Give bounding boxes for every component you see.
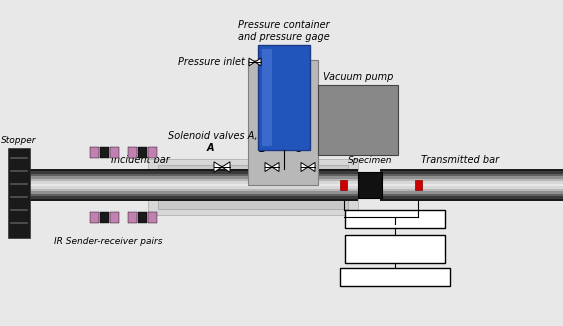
Polygon shape (301, 162, 308, 171)
Bar (380, 179, 563, 181)
Bar (380, 194, 563, 196)
Bar (415, 180, 422, 190)
Bar (90, 147, 99, 158)
Bar (8, 148, 30, 238)
Bar (30, 181, 358, 184)
Polygon shape (308, 162, 315, 171)
Text: Bridges and
amplifiers: Bridges and amplifiers (368, 239, 422, 259)
Bar (380, 184, 563, 186)
Bar (30, 196, 358, 199)
Bar (30, 171, 358, 174)
Polygon shape (255, 58, 261, 66)
Bar (30, 191, 358, 194)
Bar (30, 196, 358, 199)
Text: A: A (206, 143, 214, 153)
Text: Incident bar: Incident bar (110, 155, 169, 165)
Bar (345, 210, 445, 228)
Bar (380, 191, 563, 194)
Text: C: C (294, 144, 302, 154)
Polygon shape (222, 162, 230, 172)
Bar (380, 189, 563, 191)
Polygon shape (214, 162, 222, 172)
Bar (30, 179, 358, 181)
Bar (90, 212, 99, 223)
Bar (380, 169, 563, 171)
Bar (258, 45, 310, 150)
Bar (30, 171, 358, 174)
Text: Strain gages: Strain gages (367, 215, 423, 224)
Bar (138, 212, 147, 223)
Text: Stopper: Stopper (1, 136, 37, 145)
Bar (30, 174, 358, 176)
Bar (30, 194, 358, 196)
Bar (128, 147, 137, 158)
Polygon shape (272, 162, 279, 171)
Bar (248, 60, 318, 185)
Bar (30, 184, 358, 186)
Polygon shape (265, 162, 272, 171)
Bar (100, 147, 109, 158)
Bar (380, 196, 563, 199)
Bar (30, 176, 358, 179)
Polygon shape (249, 58, 255, 66)
Bar (30, 181, 358, 184)
Bar (30, 169, 358, 171)
Text: IR Sender-receiver pairs: IR Sender-receiver pairs (53, 237, 162, 246)
Text: Specimen: Specimen (348, 156, 392, 165)
Bar (262, 49, 272, 146)
Text: Transmitted bar: Transmitted bar (421, 155, 499, 165)
Text: Digital Oscilloscope: Digital Oscilloscope (351, 273, 439, 281)
Bar (110, 212, 119, 223)
Text: Pressure inlet: Pressure inlet (178, 57, 245, 67)
Bar (358, 172, 382, 198)
Text: Pressure container
and pressure gage: Pressure container and pressure gage (238, 21, 330, 42)
Bar (30, 199, 358, 201)
Bar (30, 189, 358, 191)
Bar (30, 199, 358, 201)
Bar (30, 186, 358, 189)
Bar (318, 85, 398, 155)
Bar (148, 147, 157, 158)
Bar (30, 191, 358, 194)
Bar (380, 174, 563, 176)
Bar (380, 199, 563, 201)
Bar (158, 165, 348, 209)
Bar (345, 235, 445, 263)
Bar (380, 176, 563, 179)
Text: Solenoid valves A, B, and C: Solenoid valves A, B, and C (168, 131, 302, 141)
Bar (30, 174, 358, 176)
Text: Vacuum pump: Vacuum pump (323, 72, 393, 82)
Bar (30, 184, 358, 186)
Text: B: B (258, 144, 266, 154)
Bar (30, 179, 358, 181)
Bar (30, 186, 358, 189)
Bar (148, 212, 157, 223)
Bar (110, 147, 119, 158)
Bar (30, 176, 358, 179)
Bar (380, 186, 563, 189)
Bar (340, 180, 347, 190)
Bar (138, 147, 147, 158)
Bar (30, 169, 358, 171)
Bar (380, 171, 563, 174)
Bar (100, 212, 109, 223)
Bar (340, 268, 450, 286)
Bar (30, 189, 358, 191)
Bar (128, 212, 137, 223)
Bar (148, 159, 358, 215)
Bar (380, 181, 563, 184)
Bar (30, 194, 358, 196)
